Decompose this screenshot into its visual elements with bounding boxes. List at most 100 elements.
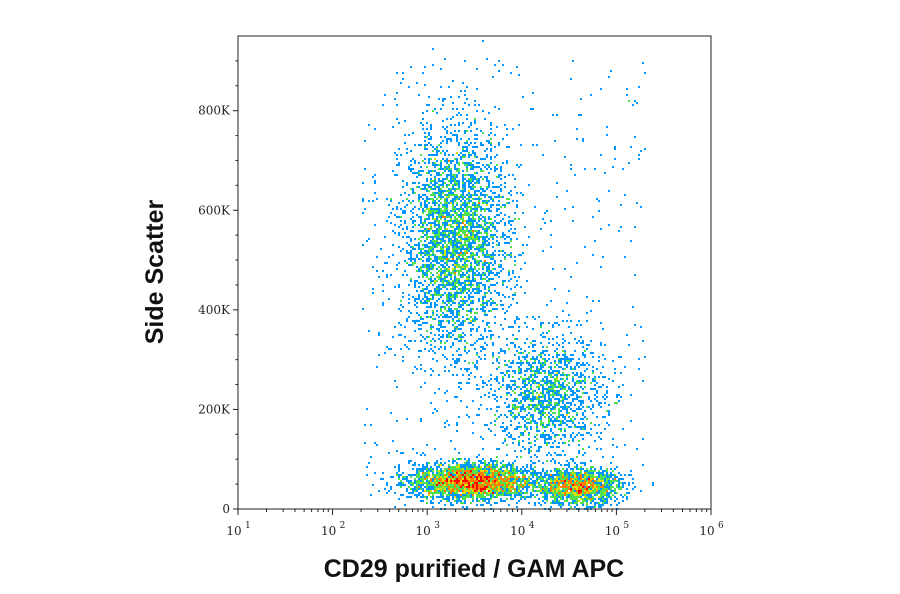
density-dot [486,266,488,268]
density-dot [564,388,566,390]
density-dot [516,480,518,482]
density-dot [458,348,460,350]
density-dot [478,200,480,202]
density-dot [468,244,470,246]
density-dot [430,348,432,350]
density-dot [470,262,472,264]
density-dot [368,124,370,126]
density-dot [568,386,570,388]
density-dot [592,380,594,382]
density-dot [552,394,554,396]
density-dot [470,122,472,124]
density-dot [548,380,550,382]
density-dot [410,168,412,170]
density-dot [466,174,468,176]
density-dot [484,236,486,238]
density-dot [476,232,478,234]
density-dot [476,234,478,236]
density-dot [462,282,464,284]
density-dot [436,232,438,234]
density-dot [598,386,600,388]
density-dot [582,352,584,354]
density-dot [448,224,450,226]
density-dot [474,234,476,236]
density-dot [558,504,560,506]
density-dot [408,258,410,260]
density-dot [432,264,434,266]
density-dot [536,406,538,408]
density-dot [606,484,608,486]
density-dot [588,498,590,500]
density-dot [484,230,486,232]
density-dot [488,228,490,230]
density-dot [594,476,596,478]
density-dot [542,332,544,334]
density-dot [414,144,416,146]
density-dot [448,486,450,488]
density-dot [542,496,544,498]
density-dot [470,270,472,272]
density-dot [450,118,452,120]
density-dot [408,492,410,494]
density-dot [416,266,418,268]
density-dot [604,394,606,396]
density-dot [420,496,422,498]
density-dot [578,478,580,480]
density-dot [472,188,474,190]
density-dot [490,472,492,474]
density-dot [480,484,482,486]
density-dot [504,438,506,440]
density-dot [536,494,538,496]
density-dot [420,226,422,228]
density-dot [454,268,456,270]
density-dot [572,416,574,418]
density-dot [470,330,472,332]
density-dot [612,494,614,496]
density-dot [556,376,558,378]
density-dot [496,196,498,198]
density-dot [464,220,466,222]
density-dot [454,488,456,490]
density-dot [572,484,574,486]
density-dot [570,484,572,486]
density-dot [428,484,430,486]
density-dot [406,480,408,482]
density-dot [462,324,464,326]
density-dot [428,268,430,270]
density-dot [424,338,426,340]
density-dot [492,468,494,470]
density-dot [532,480,534,482]
density-dot [546,444,548,446]
density-dot [492,222,494,224]
density-dot [470,180,472,182]
density-dot [484,264,486,266]
density-dot [438,242,440,244]
density-dot [558,384,560,386]
density-dot [474,198,476,200]
density-dot [490,504,492,506]
density-dot [440,184,442,186]
density-dot [582,482,584,484]
density-dot [488,482,490,484]
density-dot [460,260,462,262]
density-dot [600,486,602,488]
density-dot [464,286,466,288]
density-dot [454,298,456,300]
density-dot [514,480,516,482]
density-dot [438,322,440,324]
density-dot [428,252,430,254]
density-dot [526,478,528,480]
density-dot [444,128,446,130]
density-dot [504,182,506,184]
density-dot [520,286,522,288]
density-dot [554,374,556,376]
density-dot [484,492,486,494]
density-dot [576,468,578,470]
density-dot [534,390,536,392]
density-dot [434,340,436,342]
density-dot [440,492,442,494]
density-dot [424,272,426,274]
density-dot [480,470,482,472]
density-dot [462,258,464,260]
density-dot [448,492,450,494]
